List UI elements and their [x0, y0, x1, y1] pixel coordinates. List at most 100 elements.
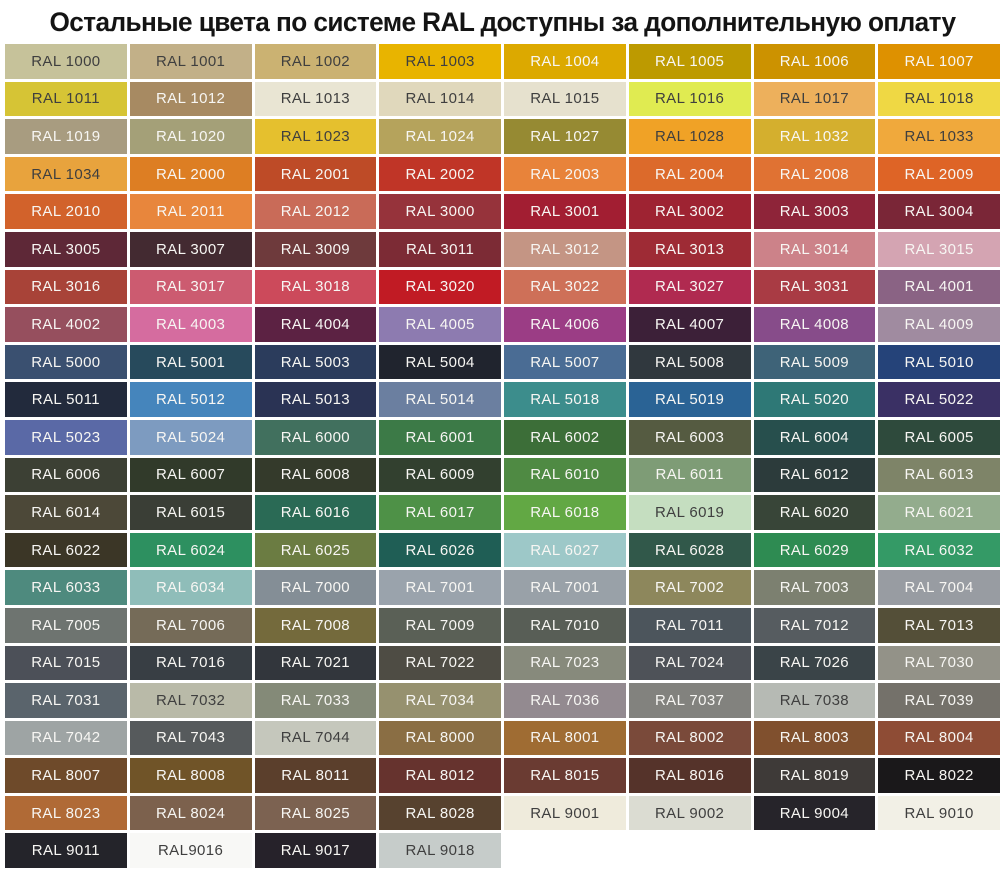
ral-swatch-ral-1027-20: RAL 1027	[504, 119, 626, 154]
ral-swatch-ral-6009-91: RAL 6009	[379, 457, 501, 493]
ral-swatch-ral-8002-149: RAL 8002	[628, 720, 751, 756]
ral-swatch-ral-8011-154: RAL 8011	[254, 758, 377, 793]
ral-swatch-ral-6012-94: RAL 6012	[753, 457, 876, 493]
ral-swatch-ral-1014-11: RAL 1014	[379, 81, 501, 117]
ral-swatch-ral-5020-78: RAL 5020	[753, 382, 876, 417]
ral-swatch-ral-1019-16: RAL 1019	[5, 119, 127, 154]
ral-swatch-ral-7024-133: RAL 7024	[628, 645, 751, 681]
ral-swatch-ral-6028-109: RAL 6028	[628, 532, 751, 568]
ral-swatch-ral-3007-41: RAL 3007	[129, 231, 252, 267]
ral-swatch-ral-1024-19: RAL 1024	[379, 119, 501, 154]
ral-swatch-ral-7021-130: RAL 7021	[254, 645, 377, 681]
ral-swatch-ral-5008-69: RAL 5008	[628, 344, 751, 380]
ral-swatch-ral-7042-144: RAL 7042	[5, 720, 127, 756]
ral-swatch-ral-6005-87: RAL 6005	[878, 419, 1000, 455]
ral-swatch-ral-7023-132: RAL 7023	[504, 645, 626, 681]
ral-swatch-ral-5022-79: RAL 5022	[878, 382, 1000, 417]
ral-swatch-ral-6027-108: RAL 6027	[504, 532, 626, 568]
ral-swatch-ral-2009-31: RAL 2009	[878, 156, 1000, 192]
ral-swatch-ral-9002-165: RAL 9002	[628, 795, 751, 831]
ral-swatch-ral-3004-39: RAL 3004	[878, 194, 1000, 229]
ral-swatch-ral-8015-156: RAL 8015	[504, 758, 626, 793]
ral-swatch-ral-7003-118: RAL 7003	[753, 570, 876, 605]
ral-swatch-ral-6033-112: RAL 6033	[5, 570, 127, 605]
ral-swatch-ral-5010-71: RAL 5010	[878, 344, 1000, 380]
ral-swatch-ral-8028-163: RAL 8028	[379, 795, 501, 831]
ral-swatch-ral-5024-81: RAL 5024	[129, 419, 252, 455]
ral-swatch-ral-5000-64: RAL 5000	[5, 344, 127, 380]
ral-swatch-ral-1004-4: RAL 1004	[504, 44, 626, 79]
ral-swatch-ral-1000-0: RAL 1000	[5, 44, 127, 79]
ral-swatch-ral-7005-120: RAL 7005	[5, 607, 127, 643]
ral-swatch-ral-3027-53: RAL 3027	[628, 269, 751, 305]
ral-swatch-ral-5014-75: RAL 5014	[379, 382, 501, 417]
ral-swatch-ral-1005-5: RAL 1005	[628, 44, 751, 79]
ral-swatch-ral-8022-159: RAL 8022	[878, 758, 1000, 793]
ral-swatch-ral-5001-65: RAL 5001	[129, 344, 252, 380]
ral-swatch-ral-8024-161: RAL 8024	[129, 795, 252, 831]
ral-swatch-ral-8025-162: RAL 8025	[254, 795, 377, 831]
ral-swatch-ral-6021-103: RAL 6021	[878, 495, 1000, 530]
ral-swatch-ral-2008-30: RAL 2008	[753, 156, 876, 192]
ral-swatch-ral-6010-92: RAL 6010	[504, 457, 626, 493]
ral-swatch-ral-7034-139: RAL 7034	[379, 683, 501, 718]
ral-swatch-ral-5004-67: RAL 5004	[379, 344, 501, 380]
ral-swatch-ral-4005-59: RAL 4005	[379, 307, 501, 342]
ral-swatch-ral-3001-36: RAL 3001	[504, 194, 626, 229]
ral-swatch-ral-6015-97: RAL 6015	[129, 495, 252, 530]
ral-swatch-ral-6029-110: RAL 6029	[753, 532, 876, 568]
ral-swatch-ral-2004-29: RAL 2004	[628, 156, 751, 192]
ral-swatch-ral-9010-167: RAL 9010	[878, 795, 1000, 831]
ral-swatch-ral-6007-89: RAL 6007	[129, 457, 252, 493]
ral-swatch-ral-6026-107: RAL 6026	[379, 532, 501, 568]
ral-swatch-ral-6008-90: RAL 6008	[254, 457, 377, 493]
ral-swatch-ral-6017-99: RAL 6017	[379, 495, 501, 530]
ral-swatch-ral-6006-88: RAL 6006	[5, 457, 127, 493]
ral-swatch-ral-1016-13: RAL 1016	[628, 81, 751, 117]
ral-swatch-ral-2002-27: RAL 2002	[379, 156, 501, 192]
ral-swatch-ral-7001-115: RAL 7001	[379, 570, 501, 605]
ral-swatch-ral-7009-123: RAL 7009	[379, 607, 501, 643]
ral-swatch-ral-7037-141: RAL 7037	[628, 683, 751, 718]
ral-swatch-ral-7039-143: RAL 7039	[878, 683, 1000, 718]
ral-swatch-ral-6004-86: RAL 6004	[753, 419, 876, 455]
ral-swatch-ral-7012-126: RAL 7012	[753, 607, 876, 643]
ral-swatch-ral-5013-74: RAL 5013	[254, 382, 377, 417]
ral-swatch-ral-6020-102: RAL 6020	[753, 495, 876, 530]
ral-swatch-ral-3002-37: RAL 3002	[628, 194, 751, 229]
ral-swatch-ral-1020-17: RAL 1020	[129, 119, 252, 154]
ral-swatch-ral-7008-122: RAL 7008	[254, 607, 377, 643]
ral-swatch-ral-6001-83: RAL 6001	[379, 419, 501, 455]
ral-swatch-ral-1032-22: RAL 1032	[753, 119, 876, 154]
ral-swatch-ral-4007-61: RAL 4007	[628, 307, 751, 342]
ral-swatch-ral-7016-129: RAL 7016	[129, 645, 252, 681]
ral-swatch-ral-1018-15: RAL 1018	[878, 81, 1000, 117]
ral-swatch-ral-6018-100: RAL 6018	[504, 495, 626, 530]
ral-swatch-ral-7030-135: RAL 7030	[878, 645, 1000, 681]
ral-swatch-ral-6003-85: RAL 6003	[628, 419, 751, 455]
ral-swatch-ral-8019-158: RAL 8019	[753, 758, 876, 793]
ral-swatch-ral-5012-73: RAL 5012	[129, 382, 252, 417]
ral-swatch-ral-7000-114: RAL 7000	[254, 570, 377, 605]
ral-swatch-ral-2003-28: RAL 2003	[504, 156, 626, 192]
ral-swatch-ral-7036-140: RAL 7036	[504, 683, 626, 718]
ral-swatch-ral-7043-145: RAL 7043	[129, 720, 252, 756]
ral-swatch-ral-4009-63: RAL 4009	[878, 307, 1000, 342]
ral-swatch-ral-3022-52: RAL 3022	[504, 269, 626, 305]
ral-swatch-ral-3009-42: RAL 3009	[254, 231, 377, 267]
ral-swatch-ral-6011-93: RAL 6011	[628, 457, 751, 493]
ral-swatch-ral-7010-124: RAL 7010	[504, 607, 626, 643]
ral-swatch-ral-8007-152: RAL 8007	[5, 758, 127, 793]
ral-swatch-ral-5003-66: RAL 5003	[254, 344, 377, 380]
ral-swatch-ral-6024-105: RAL 6024	[129, 532, 252, 568]
ral-swatch-ral-4003-57: RAL 4003	[129, 307, 252, 342]
ral-swatch-ral-3018-50: RAL 3018	[254, 269, 377, 305]
ral-swatch-ral9016-169: RAL9016	[129, 833, 252, 869]
ral-swatch-ral-7004-119: RAL 7004	[878, 570, 1000, 605]
ral-swatch-ral-4002-56: RAL 4002	[5, 307, 127, 342]
ral-swatch-ral-1033-23: RAL 1033	[878, 119, 1000, 154]
ral-swatch-ral-6002-84: RAL 6002	[504, 419, 626, 455]
ral-swatch-ral-5019-77: RAL 5019	[628, 382, 751, 417]
ral-swatch-ral-1012-9: RAL 1012	[129, 81, 252, 117]
ral-swatch-ral-7001-116: RAL 7001	[504, 570, 626, 605]
